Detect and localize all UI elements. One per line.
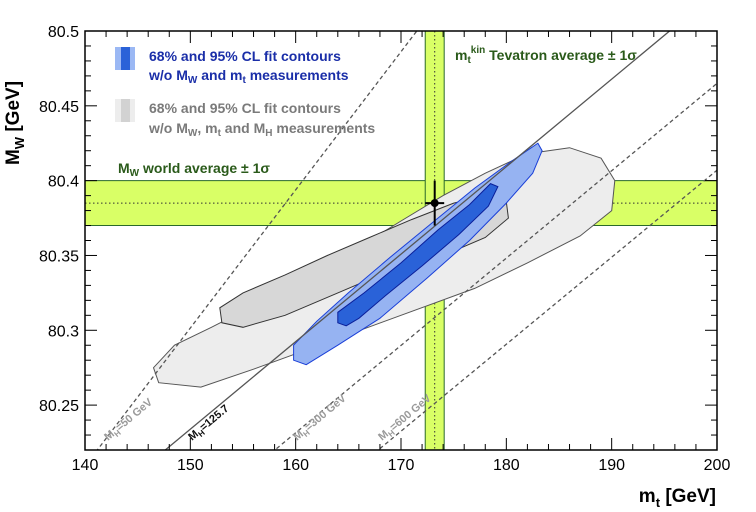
mh-line-1 [164,31,671,450]
y-tick-label: 80.4 [48,174,79,191]
mh-line-label-2: MH=300 GeV [291,392,350,445]
x-tick-label: 200 [704,457,731,474]
x-tick-label: 170 [388,457,415,474]
axis-ticks: 140 150 160 170 180 190 200 80.25 80.3 80.35 80.4 8… [39,24,730,474]
y-tick-label: 80.35 [39,248,79,265]
measurement-point [425,180,445,226]
legend-1-line-2: w/o MW and mt measurements [148,67,349,86]
mw-band-label: MW world average ± 1σ [118,160,270,179]
mh-line-label-1: MH=125.7 [186,403,232,445]
mw-world-average-band [85,180,717,227]
x-axis-title: mt [GeV] [639,486,716,510]
legend-2-line-1: 68% and 95% CL fit contours [149,100,341,116]
point-marker [430,199,439,208]
mt-band-label: mtkin Tevatron average ± 1σ [455,45,637,66]
x-tick-label: 150 [177,457,204,474]
mh-line-0 [96,31,418,450]
x-tick-label: 160 [282,457,309,474]
x-tick-label: 180 [493,457,520,474]
y-tick-label: 80.5 [48,24,79,41]
contour-blue-68 [337,183,499,327]
legend-2-line-2: w/o MW, mt and MH measurements [148,120,375,139]
legend-swatch-blue-dark [121,47,130,70]
mh-line-2 [273,82,717,450]
y-axis-title: MW [GeV] [3,81,27,165]
legend-swatch-grey-dark [121,99,130,122]
mh-line-label-0: MH=50 GeV [102,396,156,445]
legend: 68% and 95% CL fit contours w/o MW and mt… [115,45,637,179]
x-tick-label: 190 [598,457,625,474]
y-tick-label: 80.3 [48,323,79,340]
higgs-mass-lines [96,31,717,450]
y-tick-label: 80.25 [39,398,79,415]
y-tick-label: 80.45 [39,99,79,116]
legend-1-line-1: 68% and 95% CL fit contours [149,48,341,64]
fit-contours [152,142,616,388]
mh-line-3 [377,169,717,450]
x-tick-label: 140 [72,457,99,474]
